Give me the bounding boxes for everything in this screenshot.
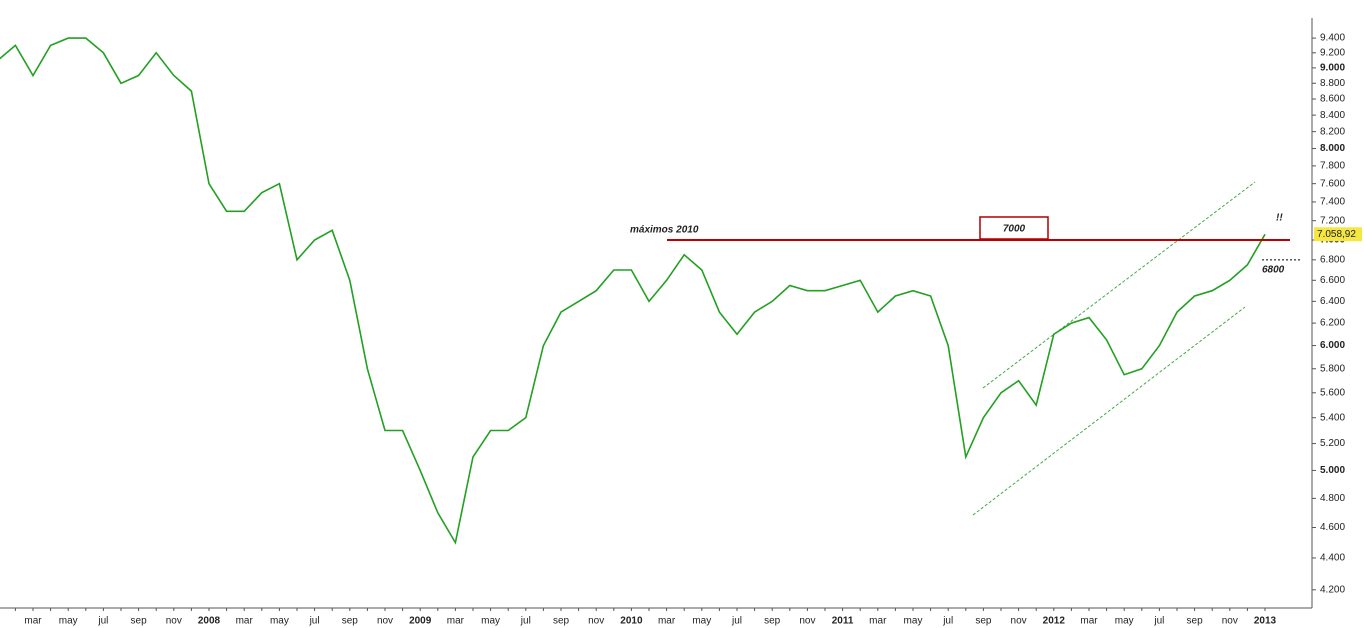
x-tick-label: jul <box>97 616 108 627</box>
y-tick-label: 5.000 <box>1320 465 1345 476</box>
x-tick-label: 2012 <box>1043 616 1066 627</box>
x-tick-label: nov <box>799 616 815 627</box>
y-tick-label: 9.200 <box>1320 47 1345 58</box>
y-tick-label: 8.000 <box>1320 143 1345 154</box>
x-tick-label: sep <box>131 616 148 627</box>
x-tick-label: sep <box>342 616 359 627</box>
y-tick-label: 7.800 <box>1320 161 1345 172</box>
x-tick-label: mar <box>658 616 676 627</box>
y-tick-label: 6.000 <box>1320 340 1345 351</box>
x-tick-label: sep <box>975 616 992 627</box>
x-tick-label: 2010 <box>620 616 643 627</box>
y-tick-label: 6.600 <box>1320 275 1345 286</box>
x-tick-label: may <box>1115 616 1134 627</box>
y-tick-label: 8.600 <box>1320 94 1345 105</box>
x-tick-label: nov <box>588 616 604 627</box>
y-tick-label: 5.600 <box>1320 387 1345 398</box>
x-tick-label: mar <box>236 616 254 627</box>
x-tick-label: sep <box>1187 616 1204 627</box>
x-tick-label: may <box>692 616 711 627</box>
y-tick-label: 7.600 <box>1320 178 1345 189</box>
x-tick-label: 2013 <box>1254 616 1277 627</box>
x-tick-label: 2008 <box>198 616 221 627</box>
y-tick-label: 9.000 <box>1320 63 1345 74</box>
last-price-box <box>1314 227 1362 242</box>
x-tick-label: mar <box>447 616 465 627</box>
support-label: 6800 <box>1262 264 1285 275</box>
x-tick-label: mar <box>24 616 42 627</box>
x-tick-label: may <box>904 616 923 627</box>
x-tick-label: 2009 <box>409 616 432 627</box>
x-tick-label: jul <box>1153 616 1164 627</box>
x-tick-label: nov <box>377 616 393 627</box>
y-tick-label: 8.400 <box>1320 110 1345 121</box>
x-tick-label: may <box>59 616 78 627</box>
y-tick-label: 6.800 <box>1320 254 1345 265</box>
y-tick-label: 8.800 <box>1320 78 1345 89</box>
x-tick-label: jul <box>731 616 742 627</box>
x-tick-label: may <box>270 616 289 627</box>
x-tick-label: mar <box>1080 616 1098 627</box>
x-tick-label: may <box>481 616 500 627</box>
x-tick-label: jul <box>309 616 320 627</box>
x-tick-label: nov <box>1011 616 1027 627</box>
x-tick-label: nov <box>166 616 182 627</box>
alert: !! <box>1276 213 1283 224</box>
y-tick-label: 8.200 <box>1320 126 1345 137</box>
annotation: máximos 2010 <box>630 225 699 236</box>
y-tick-label: 5.800 <box>1320 363 1345 374</box>
y-tick-label: 4.400 <box>1320 553 1345 564</box>
resistance-box <box>979 216 1049 240</box>
channel-upper <box>982 181 1256 389</box>
x-tick-label: sep <box>553 616 570 627</box>
x-tick-label: sep <box>764 616 781 627</box>
channel-lower <box>972 306 1246 516</box>
y-tick-label: 5.400 <box>1320 412 1345 423</box>
last-price-label: 7.058,92 <box>1317 229 1356 240</box>
price-line <box>0 37 1266 545</box>
y-tick-label: 5.200 <box>1320 438 1345 449</box>
x-tick-label: nov <box>1222 616 1238 627</box>
y-tick-label: 6.200 <box>1320 318 1345 329</box>
x-tick-label: jul <box>942 616 953 627</box>
y-tick-label: 4.600 <box>1320 522 1345 533</box>
y-tick-label: 7.200 <box>1320 215 1345 226</box>
y-tick-label: 9.400 <box>1320 33 1345 44</box>
y-tick-label: 4.800 <box>1320 493 1345 504</box>
x-tick-label: mar <box>869 616 887 627</box>
x-tick-label: jul <box>520 616 531 627</box>
y-tick-label: 4.200 <box>1320 584 1345 595</box>
y-tick-label: 7.400 <box>1320 197 1345 208</box>
x-tick-label: 2011 <box>832 616 854 627</box>
y-tick-label: 6.400 <box>1320 296 1345 307</box>
resistance-label: 7000 <box>1003 224 1026 235</box>
